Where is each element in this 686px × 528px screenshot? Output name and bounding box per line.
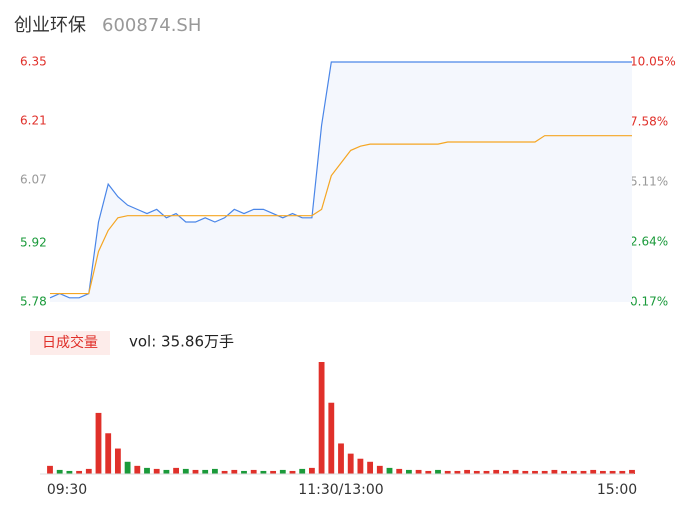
y-tick-label: 5.92: [20, 236, 47, 250]
volume-bar: [192, 469, 199, 474]
volume-bar: [367, 461, 374, 474]
volume-bar: [221, 470, 228, 474]
volume-bar: [502, 470, 509, 474]
volume-bar: [114, 448, 121, 474]
volume-bar: [386, 467, 393, 474]
volume-bar: [405, 469, 412, 474]
volume-label-bg: [30, 331, 110, 355]
y2-tick-label: 0.17%: [630, 295, 668, 309]
volume-bar: [435, 469, 441, 474]
volume-bar: [522, 470, 529, 474]
volume-bar: [211, 468, 218, 474]
volume-bar: [260, 470, 267, 474]
volume-bar: [473, 470, 480, 474]
volume-bar: [231, 469, 238, 474]
line-price: [49, 61, 632, 299]
volume-bar: [202, 469, 209, 474]
volume-bar: [464, 469, 471, 474]
price-area: [50, 62, 632, 302]
y-tick-label: 6.21: [20, 113, 47, 127]
volume-bar: [590, 469, 597, 474]
volume-bar: [270, 470, 277, 474]
volume-bar: [629, 469, 635, 474]
volume-bar: [551, 469, 558, 474]
volume-bar: [308, 467, 315, 474]
volume-bar: [85, 468, 92, 474]
volume-bar: [56, 469, 63, 474]
volume-bar: [454, 470, 461, 474]
x-tick-label: 09:30: [47, 482, 87, 498]
volume-bar: [541, 470, 548, 474]
volume-bar: [279, 469, 286, 474]
volume-bar: [580, 470, 587, 474]
volume-bar: [76, 470, 83, 474]
volume-bar: [532, 470, 538, 474]
y-tick-label: 5.78: [20, 295, 47, 309]
x-tick-label: 11:30/13:00: [298, 482, 383, 498]
volume-bar: [570, 470, 577, 474]
volume-bar: [609, 470, 616, 474]
y2-tick-label: 10.05%: [630, 55, 676, 69]
volume-bar: [512, 469, 519, 474]
volume-bar: [289, 470, 296, 474]
volume-bar: [47, 465, 53, 474]
line-average: [50, 135, 632, 295]
volume-bar: [357, 458, 364, 474]
volume-bar: [347, 453, 354, 474]
y2-tick-label: 5.11%: [630, 175, 668, 189]
volume-bar: [182, 468, 189, 474]
y-tick-label: 6.35: [20, 55, 47, 69]
volume-bar: [124, 461, 131, 474]
volume-bar: [105, 433, 112, 474]
volume-bar: [144, 467, 150, 474]
stock-code: 600874.SH: [102, 15, 201, 36]
volume-bar: [134, 465, 141, 474]
volume-label: 日成交量: [42, 334, 98, 351]
stock-name: 创业环保: [14, 15, 86, 36]
volume-bar: [599, 470, 606, 474]
volume-bar: [493, 469, 500, 474]
volume-bar: [561, 470, 568, 474]
volume-bar: [241, 470, 247, 474]
volume-bar: [338, 443, 344, 474]
volume-bar: [318, 362, 325, 474]
volume-bar: [163, 469, 170, 474]
volume-bar: [396, 468, 403, 474]
volume-bar: [444, 470, 451, 474]
volume-bar: [619, 470, 626, 474]
volume-bar: [250, 469, 257, 474]
volume-annotation: vol: 35.86万手: [129, 333, 234, 351]
volume-bar: [173, 467, 180, 474]
volume-bar: [415, 469, 422, 474]
y-tick-label: 6.07: [20, 172, 47, 186]
volume-bar: [95, 412, 102, 474]
volume-bar: [425, 470, 432, 474]
y2-tick-label: 2.64%: [630, 235, 668, 249]
x-tick-label: 15:00: [597, 482, 637, 498]
volume-bar: [66, 470, 73, 474]
volume-bar: [299, 468, 306, 474]
volume-bar: [328, 402, 335, 474]
volume-bar: [153, 468, 160, 474]
volume-bar: [376, 465, 383, 474]
y2-tick-label: 7.58%: [630, 115, 668, 129]
volume-bar: [483, 470, 490, 474]
